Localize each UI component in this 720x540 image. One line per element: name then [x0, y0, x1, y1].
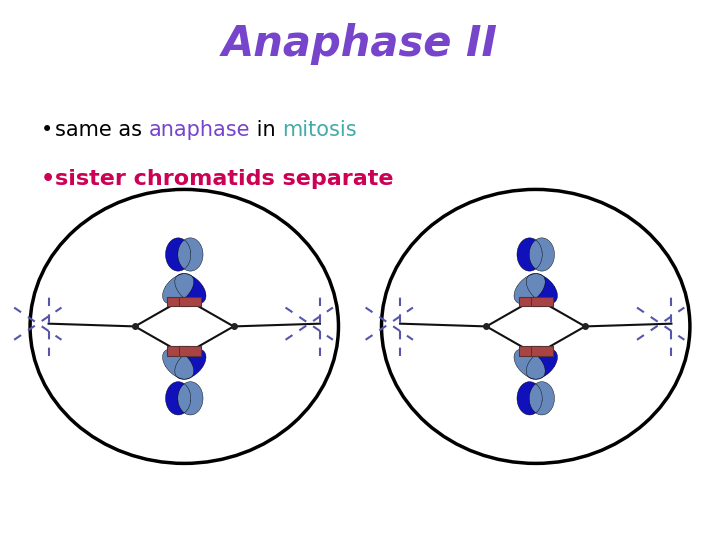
Polygon shape — [517, 238, 542, 271]
Bar — [179, 346, 202, 356]
Polygon shape — [526, 274, 557, 304]
Text: •: • — [41, 168, 55, 188]
Text: sister chromatids separate: sister chromatids separate — [55, 168, 394, 188]
Text: anaphase: anaphase — [148, 120, 250, 140]
Bar — [167, 346, 189, 356]
Polygon shape — [529, 382, 554, 415]
Bar — [531, 346, 553, 356]
Text: same as: same as — [55, 120, 149, 140]
Polygon shape — [178, 238, 203, 271]
Polygon shape — [514, 349, 545, 379]
Bar — [167, 297, 189, 307]
Polygon shape — [163, 274, 194, 304]
Polygon shape — [526, 349, 557, 379]
Ellipse shape — [30, 190, 338, 463]
Bar — [531, 297, 553, 307]
Bar — [518, 297, 541, 307]
Polygon shape — [529, 238, 554, 271]
Bar — [179, 297, 202, 307]
Polygon shape — [178, 382, 203, 415]
Polygon shape — [175, 274, 206, 304]
Text: in: in — [250, 120, 282, 140]
Polygon shape — [166, 238, 191, 271]
Polygon shape — [517, 382, 542, 415]
Ellipse shape — [382, 190, 690, 463]
Polygon shape — [175, 349, 206, 379]
Bar — [518, 346, 541, 356]
Polygon shape — [514, 274, 545, 304]
Polygon shape — [163, 349, 194, 379]
Text: •: • — [41, 120, 53, 140]
Polygon shape — [166, 382, 191, 415]
Text: Anaphase II: Anaphase II — [222, 23, 498, 65]
Text: mitosis: mitosis — [282, 120, 356, 140]
